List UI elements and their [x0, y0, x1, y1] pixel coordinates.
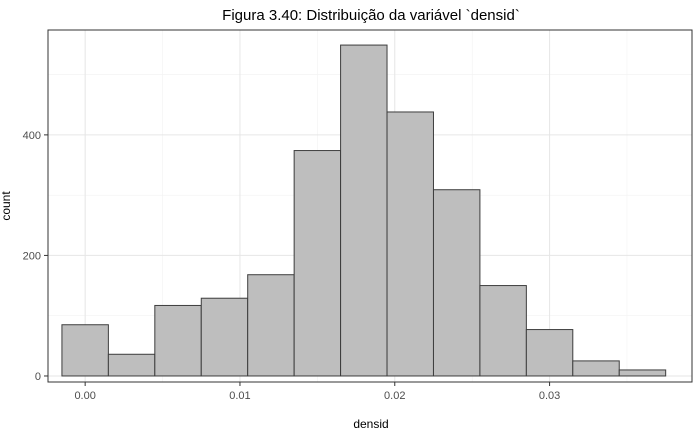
histogram-bar-0	[61, 324, 109, 377]
x-axis-title: densid	[353, 417, 388, 431]
x-tick-label: 0.01	[229, 390, 250, 402]
x-tick-label: 0.03	[539, 390, 560, 402]
histogram-bar-1	[107, 353, 156, 377]
histogram-bar-5	[293, 150, 342, 377]
x-tick-label: 0.02	[384, 390, 405, 402]
histogram-bar-3	[200, 297, 249, 377]
y-axis: 0 200 400	[23, 130, 48, 383]
histogram-bar-7	[386, 111, 434, 377]
x-axis: 0.00 0.01 0.02 0.03	[74, 382, 560, 402]
histogram-bar-4	[247, 274, 295, 377]
histogram-bar-10	[525, 329, 574, 377]
histogram-bar-6	[340, 44, 388, 377]
y-tick-label: 0	[35, 371, 41, 383]
x-tick-label: 0.00	[74, 390, 95, 402]
histogram-bar-9	[479, 285, 527, 377]
histogram-bars	[61, 44, 667, 377]
histogram-bar-12	[618, 369, 667, 377]
histogram-bar-8	[432, 189, 481, 377]
chart-title: Figura 3.40: Distribuição da variável `d…	[222, 7, 520, 24]
histogram-bar-11	[572, 360, 620, 377]
histogram-bar-2	[154, 304, 202, 377]
plot-panel-border	[47, 29, 693, 383]
y-axis-title: count	[0, 191, 13, 221]
y-tick-label: 200	[23, 250, 41, 262]
y-tick-label: 400	[23, 130, 41, 142]
